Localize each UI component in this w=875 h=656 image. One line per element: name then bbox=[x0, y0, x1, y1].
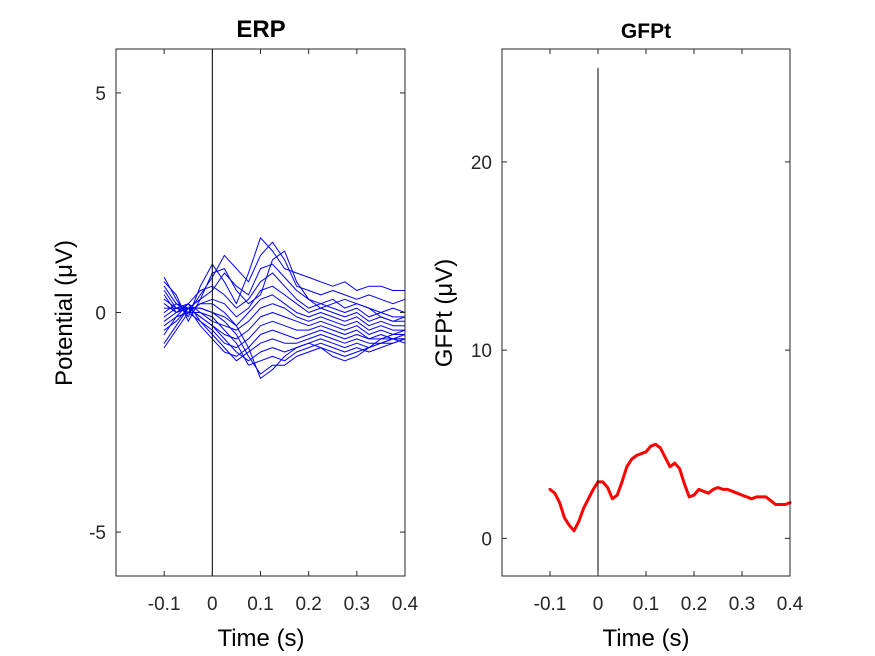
gfpt-x-tick-label: 0.2 bbox=[681, 594, 707, 615]
gfpt-y-tick-label: 20 bbox=[471, 153, 492, 174]
erp-x-tick-label: 0.4 bbox=[392, 594, 419, 615]
erp-series-line-13 bbox=[163, 307, 406, 375]
gfpt-y-ticks: 0 10 20 bbox=[471, 153, 790, 550]
erp-series-line-11 bbox=[163, 307, 406, 362]
gfpt-y-axis-label: GFPt (μV) bbox=[431, 259, 458, 368]
erp-chart: ERP -0.1 0 0.1 0.2 0.3 0.4 -5 0 5 Time (s) Pote… bbox=[51, 16, 419, 652]
erp-title: ERP bbox=[236, 16, 285, 43]
erp-series-line-14 bbox=[163, 303, 406, 379]
erp-x-tick-label: 0.2 bbox=[295, 594, 321, 615]
erp-series-line-15 bbox=[163, 250, 406, 322]
gfpt-traces bbox=[548, 442, 792, 533]
erp-series-line-10 bbox=[163, 303, 406, 362]
erp-x-tick-label: -0.1 bbox=[148, 594, 181, 615]
gfpt-chart: GFPt -0.1 0 0.1 0.2 0.3 0.4 0 10 20 Time (s) GF… bbox=[431, 20, 804, 652]
gfpt-x-axis-label: Time (s) bbox=[602, 625, 689, 652]
erp-series-line-4 bbox=[163, 285, 406, 322]
erp-y-tick-label: 5 bbox=[95, 84, 106, 105]
gfpt-y-tick-label: 10 bbox=[471, 341, 492, 362]
erp-x-axis-label: Time (s) bbox=[217, 625, 304, 652]
erp-y-tick-label: 0 bbox=[95, 304, 106, 325]
erp-series-line-9 bbox=[163, 307, 406, 357]
gfpt-x-tick-label: -0.1 bbox=[534, 594, 567, 615]
gfpt-x-ticks: -0.1 0 0.1 0.2 0.3 0.4 bbox=[534, 49, 804, 615]
erp-series-line-8 bbox=[163, 307, 406, 349]
gfpt-y-tick-label: 0 bbox=[481, 529, 492, 550]
erp-series-line-2 bbox=[163, 263, 406, 313]
erp-traces bbox=[163, 237, 406, 379]
erp-series-line-6 bbox=[163, 303, 406, 331]
gfpt-x-tick-label: 0.4 bbox=[777, 594, 804, 615]
erp-x-tick-label: 0 bbox=[207, 594, 218, 615]
gfpt-x-tick-label: 0 bbox=[593, 594, 604, 615]
erp-series-line-0 bbox=[163, 237, 406, 318]
erp-x-ticks: -0.1 0 0.1 0.2 0.3 0.4 bbox=[148, 49, 419, 615]
erp-y-ticks: -5 0 5 bbox=[89, 84, 405, 544]
erp-y-tick-label: -5 bbox=[89, 523, 106, 544]
erp-axes-box bbox=[115, 48, 406, 577]
erp-series-line-3 bbox=[163, 272, 406, 318]
erp-x-tick-label: 0.1 bbox=[247, 594, 273, 615]
gfpt-series-line-0 bbox=[548, 442, 792, 533]
gfpt-title: GFPt bbox=[621, 20, 671, 43]
erp-x-tick-label: 0.3 bbox=[344, 594, 370, 615]
gfpt-x-tick-label: 0.3 bbox=[729, 594, 755, 615]
gfpt-x-tick-label: 0.1 bbox=[633, 594, 659, 615]
erp-y-axis-label: Potential (μV) bbox=[51, 240, 78, 386]
